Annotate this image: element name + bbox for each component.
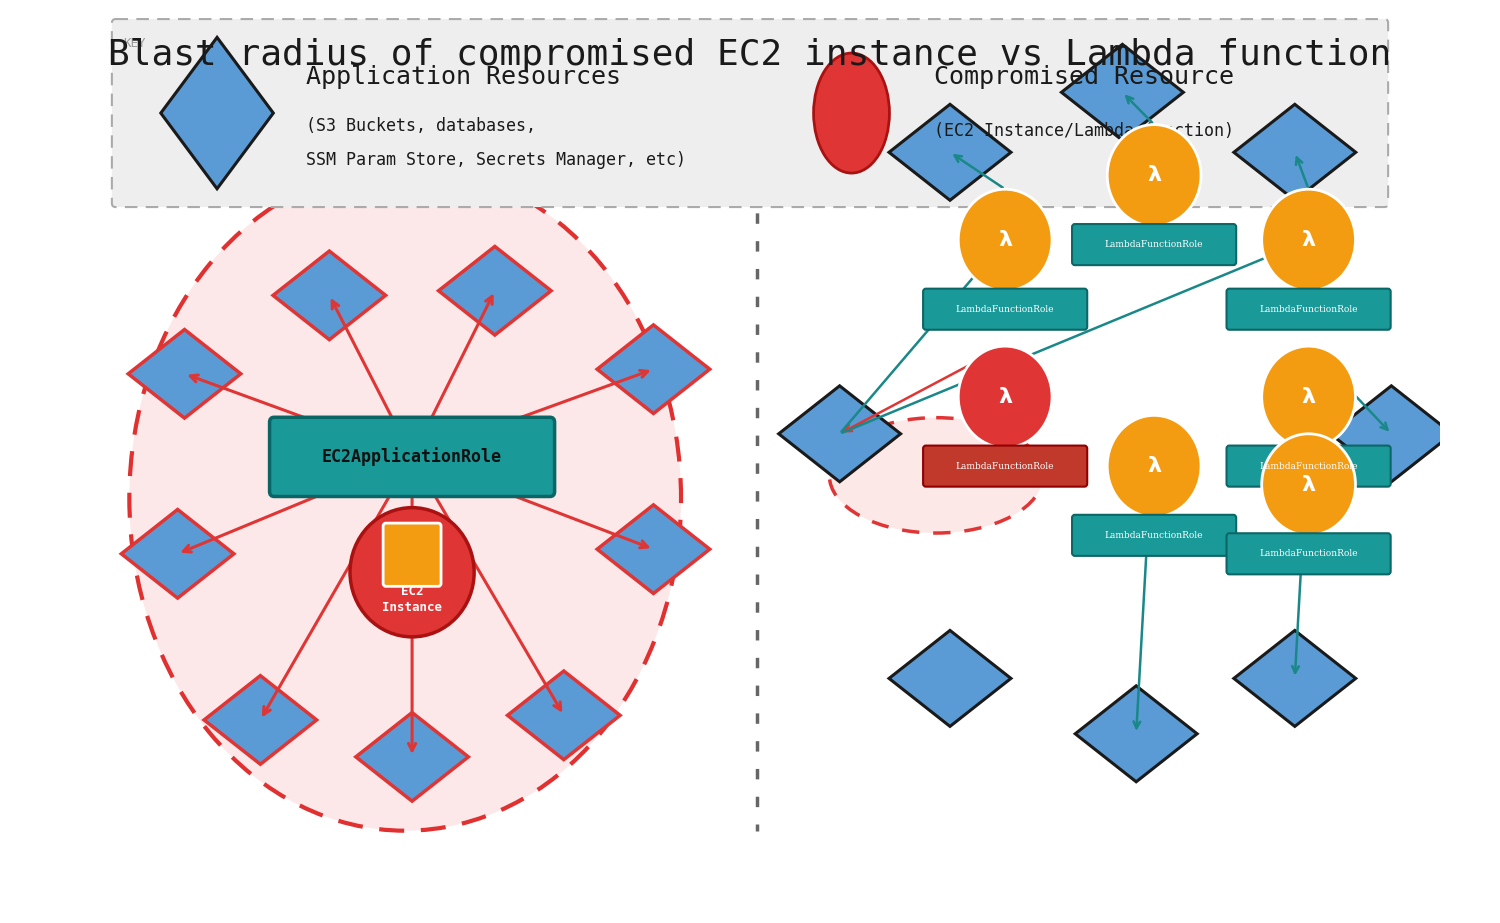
Text: λ: λ: [1302, 230, 1316, 250]
Ellipse shape: [958, 346, 1052, 448]
FancyBboxPatch shape: [112, 19, 1388, 207]
Polygon shape: [1234, 630, 1356, 726]
Polygon shape: [204, 676, 316, 764]
FancyBboxPatch shape: [270, 417, 555, 497]
Text: LambdaFunctionRole: LambdaFunctionRole: [1260, 305, 1358, 314]
Text: Application Resources: Application Resources: [306, 65, 621, 90]
Text: LambdaFunctionRole: LambdaFunctionRole: [1260, 549, 1358, 558]
Text: λ: λ: [1302, 387, 1316, 407]
Ellipse shape: [1262, 346, 1356, 448]
Text: SSM Param Store, Secrets Manager, etc): SSM Param Store, Secrets Manager, etc): [306, 150, 686, 169]
Ellipse shape: [830, 417, 1042, 533]
Text: EC2ApplicationRole: EC2ApplicationRole: [322, 448, 502, 466]
Polygon shape: [1062, 44, 1184, 140]
Text: EC2
Instance: EC2 Instance: [382, 585, 442, 615]
Polygon shape: [1076, 686, 1197, 782]
Text: Blast radius of compromised EC2 instance vs Lambda function: Blast radius of compromised EC2 instance…: [108, 38, 1392, 72]
FancyBboxPatch shape: [1072, 515, 1236, 556]
Polygon shape: [160, 37, 273, 189]
Polygon shape: [122, 509, 234, 598]
Ellipse shape: [1107, 415, 1202, 517]
Polygon shape: [890, 630, 1011, 726]
FancyBboxPatch shape: [1227, 446, 1391, 486]
Text: λ: λ: [1148, 165, 1161, 186]
Text: λ: λ: [1302, 474, 1316, 495]
FancyBboxPatch shape: [1227, 533, 1391, 574]
Polygon shape: [890, 104, 1011, 200]
Text: LambdaFunctionRole: LambdaFunctionRole: [956, 305, 1054, 314]
Text: LambdaFunctionRole: LambdaFunctionRole: [956, 462, 1054, 471]
FancyBboxPatch shape: [922, 446, 1088, 486]
Polygon shape: [1330, 386, 1452, 482]
FancyBboxPatch shape: [382, 523, 441, 586]
Text: LambdaFunctionRole: LambdaFunctionRole: [1106, 531, 1203, 540]
Text: λ: λ: [998, 230, 1012, 250]
Ellipse shape: [1262, 434, 1356, 535]
Polygon shape: [1234, 104, 1356, 200]
Text: (EC2 Instance/Lambda function): (EC2 Instance/Lambda function): [934, 122, 1234, 140]
Text: Compromised Resource: Compromised Resource: [934, 65, 1234, 90]
Text: λ: λ: [998, 387, 1012, 407]
Ellipse shape: [129, 166, 681, 831]
FancyBboxPatch shape: [922, 289, 1088, 330]
Text: (S3 Buckets, databases,: (S3 Buckets, databases,: [306, 116, 536, 135]
Ellipse shape: [1107, 125, 1202, 226]
FancyBboxPatch shape: [1227, 289, 1391, 330]
Polygon shape: [507, 671, 620, 760]
Polygon shape: [778, 386, 900, 482]
Ellipse shape: [350, 508, 474, 637]
Ellipse shape: [1262, 189, 1356, 291]
Ellipse shape: [813, 53, 889, 174]
FancyBboxPatch shape: [1072, 224, 1236, 265]
Text: LambdaFunctionRole: LambdaFunctionRole: [1106, 240, 1203, 249]
Text: KEY: KEY: [123, 37, 146, 50]
Polygon shape: [356, 713, 468, 801]
Text: LambdaFunctionRole: LambdaFunctionRole: [1260, 462, 1358, 471]
Ellipse shape: [958, 189, 1052, 291]
Polygon shape: [597, 505, 709, 593]
Text: λ: λ: [1148, 456, 1161, 476]
Polygon shape: [597, 325, 709, 414]
Polygon shape: [128, 330, 242, 418]
Polygon shape: [438, 246, 550, 335]
Polygon shape: [273, 251, 386, 340]
